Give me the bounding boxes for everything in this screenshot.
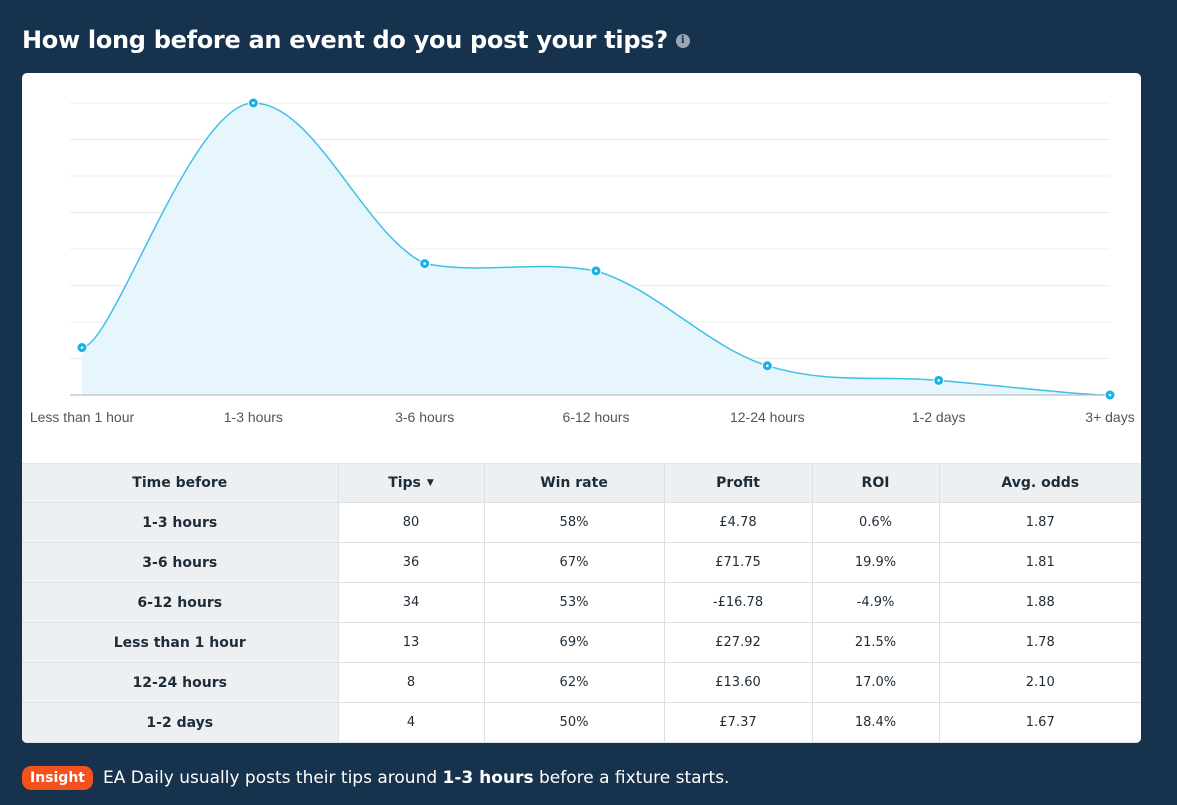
cell-roi: 0.6% <box>811 502 940 543</box>
col-header-win-rate[interactable]: Win rate <box>483 463 665 503</box>
cell-tips: 34 <box>337 582 485 623</box>
info-icon[interactable]: i <box>675 34 690 48</box>
data-point-center <box>766 364 769 368</box>
cell-profit: -£16.78 <box>663 582 813 623</box>
insight-bar: Insight EA Daily usually posts their tip… <box>22 766 729 790</box>
data-point-center <box>80 346 84 349</box>
cell-time-before: 12-24 hours <box>22 662 339 703</box>
table-row: 1-2 days 4 50% £7.37 18.4% 1.67 <box>22 702 1141 743</box>
chart-card: Less than 1 hour 1-3 hours 3-6 hours 6-12 h… <box>22 73 1141 743</box>
table-header-row: Time before Tips ▼ Win rate Profit ROI Av… <box>22 463 1141 503</box>
cell-time-before: 1-3 hours <box>22 502 339 543</box>
cell-profit: £27.92 <box>663 622 813 663</box>
col-header-avg-odds[interactable]: Avg. odds <box>938 463 1141 503</box>
cell-profit: £71.75 <box>663 542 813 583</box>
cell-avg-odds: 1.78 <box>938 622 1141 663</box>
cell-win-rate: 50% <box>483 702 665 743</box>
data-point-center <box>252 101 255 105</box>
cell-tips: 4 <box>337 702 485 743</box>
area-fill <box>82 103 1110 395</box>
cell-avg-odds: 1.81 <box>938 542 1141 583</box>
cell-roi: 19.9% <box>811 542 940 583</box>
cell-avg-odds: 1.87 <box>938 502 1141 543</box>
header: How long before an event do you post you… <box>22 26 690 54</box>
table-row: 6-12 hours 34 53% -£16.78 -4.9% 1.88 <box>22 582 1141 623</box>
col-header-tips[interactable]: Tips ▼ <box>337 463 485 503</box>
table-row: 1-3 hours 80 58% £4.78 0.6% 1.87 <box>22 502 1141 543</box>
col-header-time-before[interactable]: Time before <box>22 463 339 503</box>
sort-desc-icon: ▼ <box>426 478 434 488</box>
x-tick-label: 3-6 hours <box>395 409 454 425</box>
cell-win-rate: 67% <box>483 542 665 583</box>
table-row: Less than 1 hour 13 69% £27.92 21.5% 1.7… <box>22 622 1141 663</box>
cell-tips: 36 <box>337 542 485 583</box>
chart-svg: Less than 1 hour 1-3 hours 3-6 hours 6-12 h… <box>30 97 1135 425</box>
cell-profit: £13.60 <box>663 662 813 703</box>
cell-time-before: 6-12 hours <box>22 582 339 623</box>
cell-time-before: 3-6 hours <box>22 542 339 583</box>
cell-roi: 17.0% <box>811 662 940 703</box>
col-header-profit[interactable]: Profit <box>663 463 813 503</box>
x-axis-labels: Less than 1 hour 1-3 hours 3-6 hours 6-12 h… <box>30 409 1135 425</box>
cell-tips: 13 <box>337 622 485 663</box>
cell-tips: 80 <box>337 502 485 543</box>
cell-avg-odds: 1.67 <box>938 702 1141 743</box>
insight-badge: Insight <box>22 766 93 790</box>
area-chart: Less than 1 hour 1-3 hours 3-6 hours 6-12 h… <box>22 73 1141 463</box>
x-tick-label: 1-3 hours <box>224 409 283 425</box>
page-title: How long before an event do you post you… <box>22 26 668 54</box>
cell-win-rate: 58% <box>483 502 665 543</box>
data-point-center <box>1108 393 1112 397</box>
cell-roi: 21.5% <box>811 622 940 663</box>
stats-table: Time before Tips ▼ Win rate Profit ROI Av… <box>22 463 1141 743</box>
data-point-center <box>423 262 426 265</box>
col-header-roi[interactable]: ROI <box>811 463 940 503</box>
cell-avg-odds: 2.10 <box>938 662 1141 703</box>
cell-win-rate: 69% <box>483 622 665 663</box>
table-row: 12-24 hours 8 62% £13.60 17.0% 2.10 <box>22 662 1141 703</box>
data-point-center <box>937 379 940 382</box>
cell-time-before: 1-2 days <box>22 702 339 743</box>
cell-time-before: Less than 1 hour <box>22 622 339 663</box>
cell-roi: -4.9% <box>811 582 940 623</box>
x-tick-label: 3+ days <box>1085 409 1134 425</box>
series-line <box>81 102 1111 396</box>
x-tick-label: 6-12 hours <box>563 409 630 425</box>
table-row: 3-6 hours 36 67% £71.75 19.9% 1.81 <box>22 542 1141 583</box>
cell-profit: £4.78 <box>663 502 813 543</box>
cell-tips: 8 <box>337 662 485 703</box>
x-tick-label: Less than 1 hour <box>30 409 135 425</box>
cell-win-rate: 53% <box>483 582 665 623</box>
x-tick-label: 1-2 days <box>912 409 966 425</box>
cell-roi: 18.4% <box>811 702 940 743</box>
insight-text: EA Daily usually posts their tips around… <box>103 768 730 788</box>
cell-profit: £7.37 <box>663 702 813 743</box>
data-points <box>76 97 1116 401</box>
cell-win-rate: 62% <box>483 662 665 703</box>
data-point-center <box>594 269 598 273</box>
x-tick-label: 12-24 hours <box>730 409 805 425</box>
cell-avg-odds: 1.88 <box>938 582 1141 623</box>
